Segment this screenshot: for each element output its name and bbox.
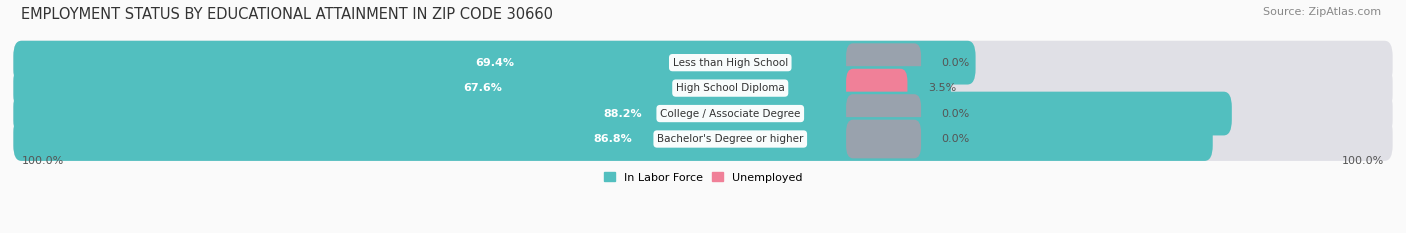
Text: Less than High School: Less than High School: [672, 58, 787, 68]
Text: 67.6%: 67.6%: [463, 83, 502, 93]
FancyBboxPatch shape: [846, 43, 921, 82]
Text: College / Associate Degree: College / Associate Degree: [659, 109, 800, 119]
Text: 3.5%: 3.5%: [928, 83, 956, 93]
Text: Bachelor's Degree or higher: Bachelor's Degree or higher: [657, 134, 803, 144]
Text: 88.2%: 88.2%: [603, 109, 643, 119]
Text: 0.0%: 0.0%: [942, 134, 970, 144]
FancyBboxPatch shape: [846, 120, 921, 158]
Text: 0.0%: 0.0%: [942, 109, 970, 119]
FancyBboxPatch shape: [14, 66, 1392, 110]
FancyBboxPatch shape: [14, 92, 1392, 135]
FancyBboxPatch shape: [846, 94, 921, 133]
Text: 86.8%: 86.8%: [593, 134, 633, 144]
FancyBboxPatch shape: [14, 92, 1232, 135]
Legend: In Labor Force, Unemployed: In Labor Force, Unemployed: [599, 168, 807, 187]
Text: 100.0%: 100.0%: [21, 156, 63, 166]
Text: EMPLOYMENT STATUS BY EDUCATIONAL ATTAINMENT IN ZIP CODE 30660: EMPLOYMENT STATUS BY EDUCATIONAL ATTAINM…: [21, 7, 553, 22]
FancyBboxPatch shape: [14, 41, 1392, 85]
Text: 69.4%: 69.4%: [475, 58, 515, 68]
Text: 100.0%: 100.0%: [1343, 156, 1385, 166]
Text: High School Diploma: High School Diploma: [676, 83, 785, 93]
FancyBboxPatch shape: [846, 69, 907, 107]
Text: Source: ZipAtlas.com: Source: ZipAtlas.com: [1263, 7, 1381, 17]
FancyBboxPatch shape: [14, 117, 1213, 161]
FancyBboxPatch shape: [14, 117, 1392, 161]
Text: 0.0%: 0.0%: [942, 58, 970, 68]
FancyBboxPatch shape: [14, 66, 950, 110]
FancyBboxPatch shape: [14, 41, 976, 85]
